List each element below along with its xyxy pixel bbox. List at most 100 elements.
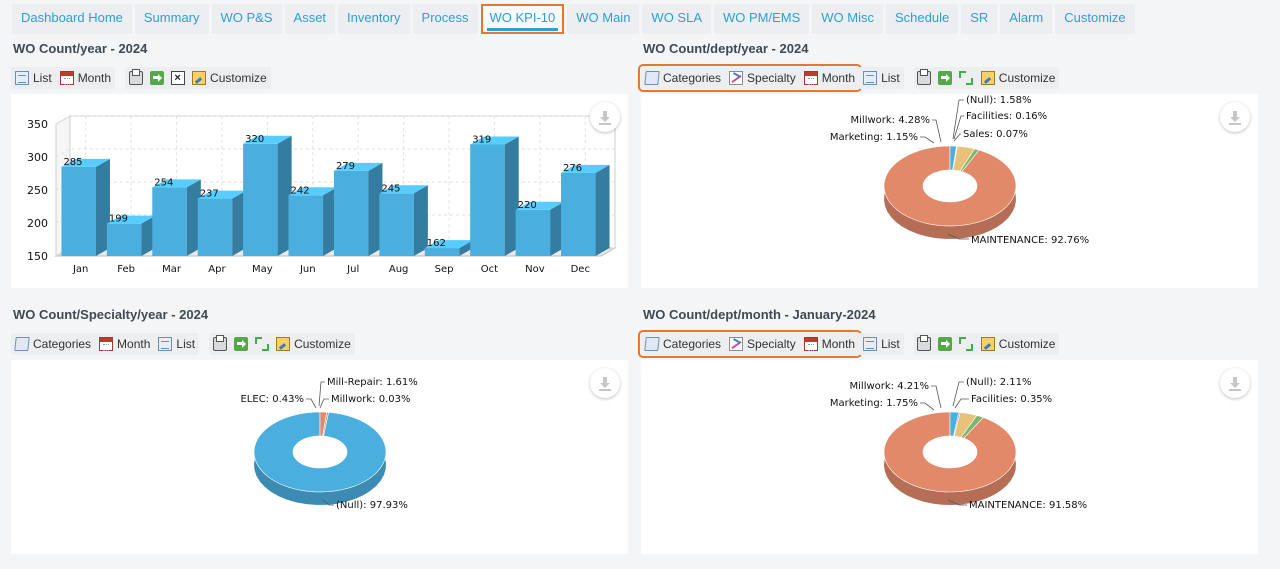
bar-value-label: 276 (563, 163, 582, 174)
pie-chart-area: MAINTENANCE: 92.76% (Null): 1.58% Faciliti… (641, 94, 1258, 288)
export-button[interactable] (146, 67, 167, 89)
slice-label: Facilities: 0.35% (971, 394, 1052, 405)
download-chart-button[interactable] (1220, 102, 1250, 132)
tab-asset[interactable]: Asset (284, 4, 336, 34)
panel-wo-count-year: WO Count/year - 2024 List Month × Custom… (8, 36, 628, 298)
x-tick-label: Mar (162, 264, 182, 275)
view-options-group: Categories Specialty Month (637, 64, 863, 92)
download-chart-button[interactable] (1220, 368, 1250, 398)
customize-button[interactable]: Customize (272, 333, 355, 355)
export-button[interactable] (935, 333, 956, 355)
top-nav-tabs: Dashboard Home Summary WO P&S Asset Inve… (12, 4, 1138, 34)
bar-chart-area: 150 200 250 300 350 285 Jan 199 Feb 254 Mar 237 Apr 3… (11, 94, 628, 288)
fullscreen-icon (959, 337, 974, 351)
slice-label: MAINTENANCE: 92.76% (971, 235, 1089, 246)
download-icon (599, 123, 611, 125)
bar-value-label: 279 (336, 161, 355, 172)
bar-front (424, 248, 460, 256)
categories-icon (14, 337, 30, 351)
tab-wo-sla[interactable]: WO SLA (642, 4, 711, 34)
fullscreen-button[interactable] (956, 333, 977, 355)
print-button[interactable] (914, 67, 935, 89)
donut-chart: MAINTENANCE: 92.76% (Null): 1.58% Faciliti… (830, 95, 1089, 246)
pie-chart-area: (Null): 97.93% Mill-Repair: 1.61% Millwork… (11, 360, 628, 554)
categories-button[interactable]: Categories (641, 67, 725, 89)
month-button[interactable]: Month (800, 333, 859, 355)
fullscreen-button[interactable] (251, 333, 272, 355)
slice-label-leader (322, 499, 334, 506)
grid-line (55, 181, 615, 191)
print-button[interactable] (209, 333, 230, 355)
grid-line (55, 214, 615, 224)
bar-side (595, 164, 610, 256)
categories-button[interactable]: Categories (641, 333, 725, 355)
tab-summary[interactable]: Summary (134, 4, 209, 34)
printer-icon (128, 69, 143, 85)
categories-button[interactable]: Categories (11, 333, 95, 355)
tab-alarm[interactable]: Alarm (1000, 4, 1053, 34)
x-tick-label: Apr (208, 264, 226, 275)
download-chart-button[interactable] (590, 102, 620, 132)
tab-wo-misc[interactable]: WO Misc (812, 4, 883, 34)
categories-icon (644, 71, 660, 85)
customize-button[interactable]: Customize (977, 333, 1060, 355)
tab-wo-ps[interactable]: WO P&S (211, 4, 282, 34)
bar-value-label: 237 (200, 189, 219, 200)
slice-label-leader (319, 398, 329, 409)
fullscreen-button[interactable] (956, 67, 977, 89)
panel-title: WO Count/year - 2024 (13, 41, 148, 56)
close-button[interactable]: × (167, 67, 188, 89)
printer-icon (212, 335, 227, 351)
tab-wo-pm-ems[interactable]: WO PM/EMS (714, 4, 810, 34)
slice-label: (Null): 2.11% (966, 377, 1032, 388)
month-button[interactable]: Month (800, 67, 859, 89)
view-options-group: Categories Specialty Month (637, 330, 863, 358)
export-button[interactable] (935, 67, 956, 89)
list-icon (15, 71, 29, 85)
month-button[interactable]: Month (95, 333, 154, 355)
bar-side (186, 179, 201, 256)
tab-wo-main[interactable]: WO Main (567, 4, 640, 34)
specialty-button[interactable]: Specialty (725, 67, 800, 89)
list-button[interactable]: List (154, 333, 199, 355)
list-button[interactable]: List (859, 333, 904, 355)
specialty-button[interactable]: Specialty (725, 333, 800, 355)
customize-button[interactable]: Customize (977, 67, 1060, 89)
tab-schedule[interactable]: Schedule (886, 4, 959, 34)
y-tick-label: 200 (27, 217, 48, 230)
action-group: Customize (209, 333, 355, 355)
tab-process[interactable]: Process (412, 4, 478, 34)
print-button[interactable] (125, 67, 146, 89)
bar-front (561, 172, 596, 256)
customize-button[interactable]: Customize (188, 67, 271, 89)
slice-label-leader (952, 99, 964, 140)
slice-label: Facilities: 0.16% (966, 111, 1047, 122)
bar-top (333, 162, 383, 171)
printer-icon (917, 335, 932, 351)
bar-value-label: 320 (245, 134, 264, 145)
tab-dashboard-home[interactable]: Dashboard Home (12, 4, 132, 34)
slice-label: (Null): 97.93% (336, 500, 408, 511)
list-icon (863, 337, 878, 351)
close-icon: × (170, 71, 185, 85)
bar-side (550, 201, 565, 256)
tab-wo-kpi-10[interactable]: WO KPI-10 (480, 4, 565, 34)
bar-side (232, 190, 247, 256)
bar-side (323, 187, 338, 256)
month-button[interactable]: Month (56, 67, 115, 89)
bar-front (333, 170, 369, 256)
slice-label: Marketing: 1.15% (830, 132, 918, 143)
export-button[interactable] (230, 333, 251, 355)
slice-label-leader (920, 136, 935, 144)
print-button[interactable] (914, 333, 935, 355)
view-options-group: Categories Month List (11, 333, 200, 355)
tab-customize[interactable]: Customize (1055, 4, 1135, 34)
list-button[interactable]: List (859, 67, 904, 89)
list-button[interactable]: List (11, 67, 56, 89)
panel-toolbar: Categories Specialty Month List Customiz… (637, 330, 1069, 358)
slice-label: MAINTENANCE: 91.58% (969, 500, 1087, 511)
bar-value-label: 162 (427, 238, 446, 249)
tab-sr[interactable]: SR (961, 4, 998, 34)
download-chart-button[interactable] (590, 368, 620, 398)
tab-inventory[interactable]: Inventory (338, 4, 410, 34)
